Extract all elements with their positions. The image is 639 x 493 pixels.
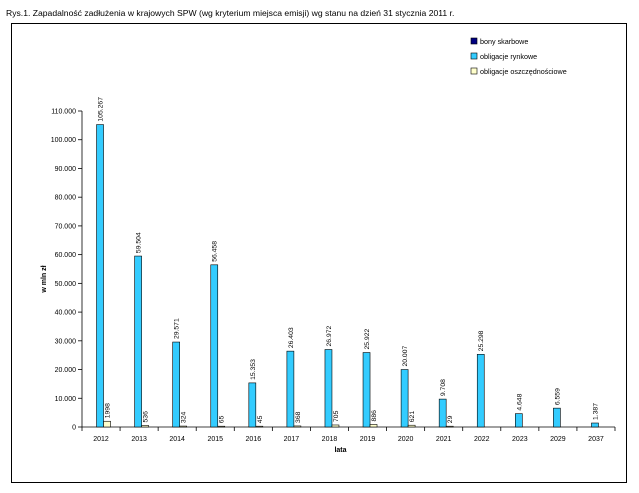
y-tick-label: 80.000 xyxy=(55,195,77,202)
x-tick-label: 2029 xyxy=(550,436,566,443)
data-label: 9.708 xyxy=(440,379,447,396)
data-label: 536 xyxy=(143,411,150,423)
data-label: 25.298 xyxy=(478,330,485,351)
data-label: 105.267 xyxy=(98,97,105,122)
x-tick-label: 2017 xyxy=(284,436,300,443)
bar-obligacje-rynkowe xyxy=(172,341,180,428)
x-tick-label: 2021 xyxy=(436,436,452,443)
bar-obligacje-oszczednosciowe xyxy=(407,424,416,428)
bar-obligacje-oszczednosciowe xyxy=(369,424,378,428)
data-label: 15.353 xyxy=(250,359,257,380)
x-tick-label: 2020 xyxy=(398,436,414,443)
data-label: 368 xyxy=(295,411,302,423)
x-tick-label: 2019 xyxy=(360,436,376,443)
x-tick-label: 2037 xyxy=(588,436,604,443)
y-tick-label: 10.000 xyxy=(55,396,77,403)
bar-obligacje-rynkowe xyxy=(400,369,409,428)
legend-label: obligacje oszczędnościowe xyxy=(480,67,567,76)
x-tick-label: 2023 xyxy=(512,436,528,443)
y-tick-label: 30.000 xyxy=(55,338,77,345)
y-tick-label: 70.000 xyxy=(55,223,77,230)
data-label: 621 xyxy=(409,411,416,423)
chart-frame: bony skarbowe obligacje rynkowe obligacje … xyxy=(11,23,627,483)
bar-obligacje-rynkowe xyxy=(286,350,295,428)
x-tick-label: 2012 xyxy=(93,436,109,443)
y-tick-label: 60.000 xyxy=(55,252,77,259)
bar-obligacje-oszczednosciowe xyxy=(217,425,226,428)
legend-label: bony skarbowe xyxy=(480,37,528,46)
bar-obligacje-rynkowe xyxy=(362,352,371,428)
y-axis-title: w mln zł xyxy=(41,265,48,293)
x-tick-label: 2016 xyxy=(246,436,262,443)
bar-obligacje-oszczednosciowe xyxy=(141,425,149,428)
data-label: 65 xyxy=(219,415,226,423)
y-axis: 0 10.000 20.000 30.000 40.000 50.000 60.000 70.… xyxy=(41,109,83,432)
data-label: 26.403 xyxy=(288,327,295,348)
figure-title: Rys.1. Zapadalność zadłużenia w krajowyc… xyxy=(6,8,455,18)
bar-obligacje-rynkowe xyxy=(591,422,599,428)
x-tick-label: 2018 xyxy=(322,436,338,443)
y-tick-label: 100.000 xyxy=(51,137,76,144)
data-label: 26.972 xyxy=(326,326,333,347)
bar-obligacje-rynkowe xyxy=(476,354,485,428)
bar-obligacje-oszczednosciowe xyxy=(255,425,264,428)
bar-obligacje-rynkowe xyxy=(515,413,523,428)
bar-series-group xyxy=(96,124,599,428)
x-tick-label: 2022 xyxy=(474,436,490,443)
x-axis: 2012 2013 2014 2015 2016 2017 2018 2019 2020 2021… xyxy=(81,426,616,454)
bar-obligacje-rynkowe xyxy=(96,124,104,428)
bar-obligacje-oszczednosciowe xyxy=(331,424,340,428)
y-tick-label: 110.000 xyxy=(51,109,76,116)
data-label: 20.007 xyxy=(402,346,409,367)
data-label: 1.387 xyxy=(592,403,599,420)
x-tick-label: 2013 xyxy=(131,436,147,443)
y-tick-label: 20.000 xyxy=(55,367,77,374)
bar-obligacje-oszczednosciowe xyxy=(445,425,454,428)
data-label: 59.504 xyxy=(136,232,143,253)
data-label: 886 xyxy=(371,410,378,422)
y-tick-label: 0 xyxy=(72,425,76,432)
bar-obligacje-rynkowe xyxy=(438,398,447,428)
data-label: 705 xyxy=(333,410,340,422)
bar-obligacje-rynkowe xyxy=(324,349,333,428)
x-tick-label: 2015 xyxy=(207,436,223,443)
data-label: 45 xyxy=(257,415,264,423)
bar-obligacje-oszczednosciowe xyxy=(179,425,187,428)
y-tick-label: 90.000 xyxy=(55,166,77,173)
bar-obligacje-oszczednosciowe xyxy=(103,420,111,428)
legend-swatch xyxy=(470,37,478,45)
x-axis-title: lata xyxy=(334,447,346,454)
data-label: 29.571 xyxy=(174,318,181,339)
y-tick-label: 50.000 xyxy=(55,281,77,288)
bar-obligacje-rynkowe xyxy=(134,255,142,428)
legend-label: obligacje rynkowe xyxy=(480,52,537,61)
legend-box xyxy=(464,33,605,85)
data-labels-group: 105.267 59.504 29.571 56.458 15.353 26.403 26.… xyxy=(98,97,600,423)
legend-swatch xyxy=(470,67,478,75)
bar-chart: bony skarbowe obligacje rynkowe obligacje … xyxy=(41,33,616,454)
data-label: 6.559 xyxy=(554,388,561,405)
legend-swatch xyxy=(470,52,478,60)
data-label: 1998 xyxy=(105,403,112,418)
data-label: 4.648 xyxy=(516,393,523,410)
chart-legend: bony skarbowe obligacje rynkowe obligacje … xyxy=(464,33,605,85)
data-label: 29 xyxy=(447,415,454,423)
bar-obligacje-rynkowe xyxy=(210,264,219,428)
bar-obligacje-rynkowe xyxy=(248,382,257,428)
x-tick-label: 2014 xyxy=(169,436,185,443)
bar-obligacje-rynkowe xyxy=(553,407,561,428)
y-tick-label: 40.000 xyxy=(55,310,77,317)
data-label: 324 xyxy=(181,412,188,424)
data-label: 56.458 xyxy=(212,241,219,262)
bar-obligacje-oszczednosciowe xyxy=(293,425,302,428)
data-label: 25.922 xyxy=(364,329,371,350)
